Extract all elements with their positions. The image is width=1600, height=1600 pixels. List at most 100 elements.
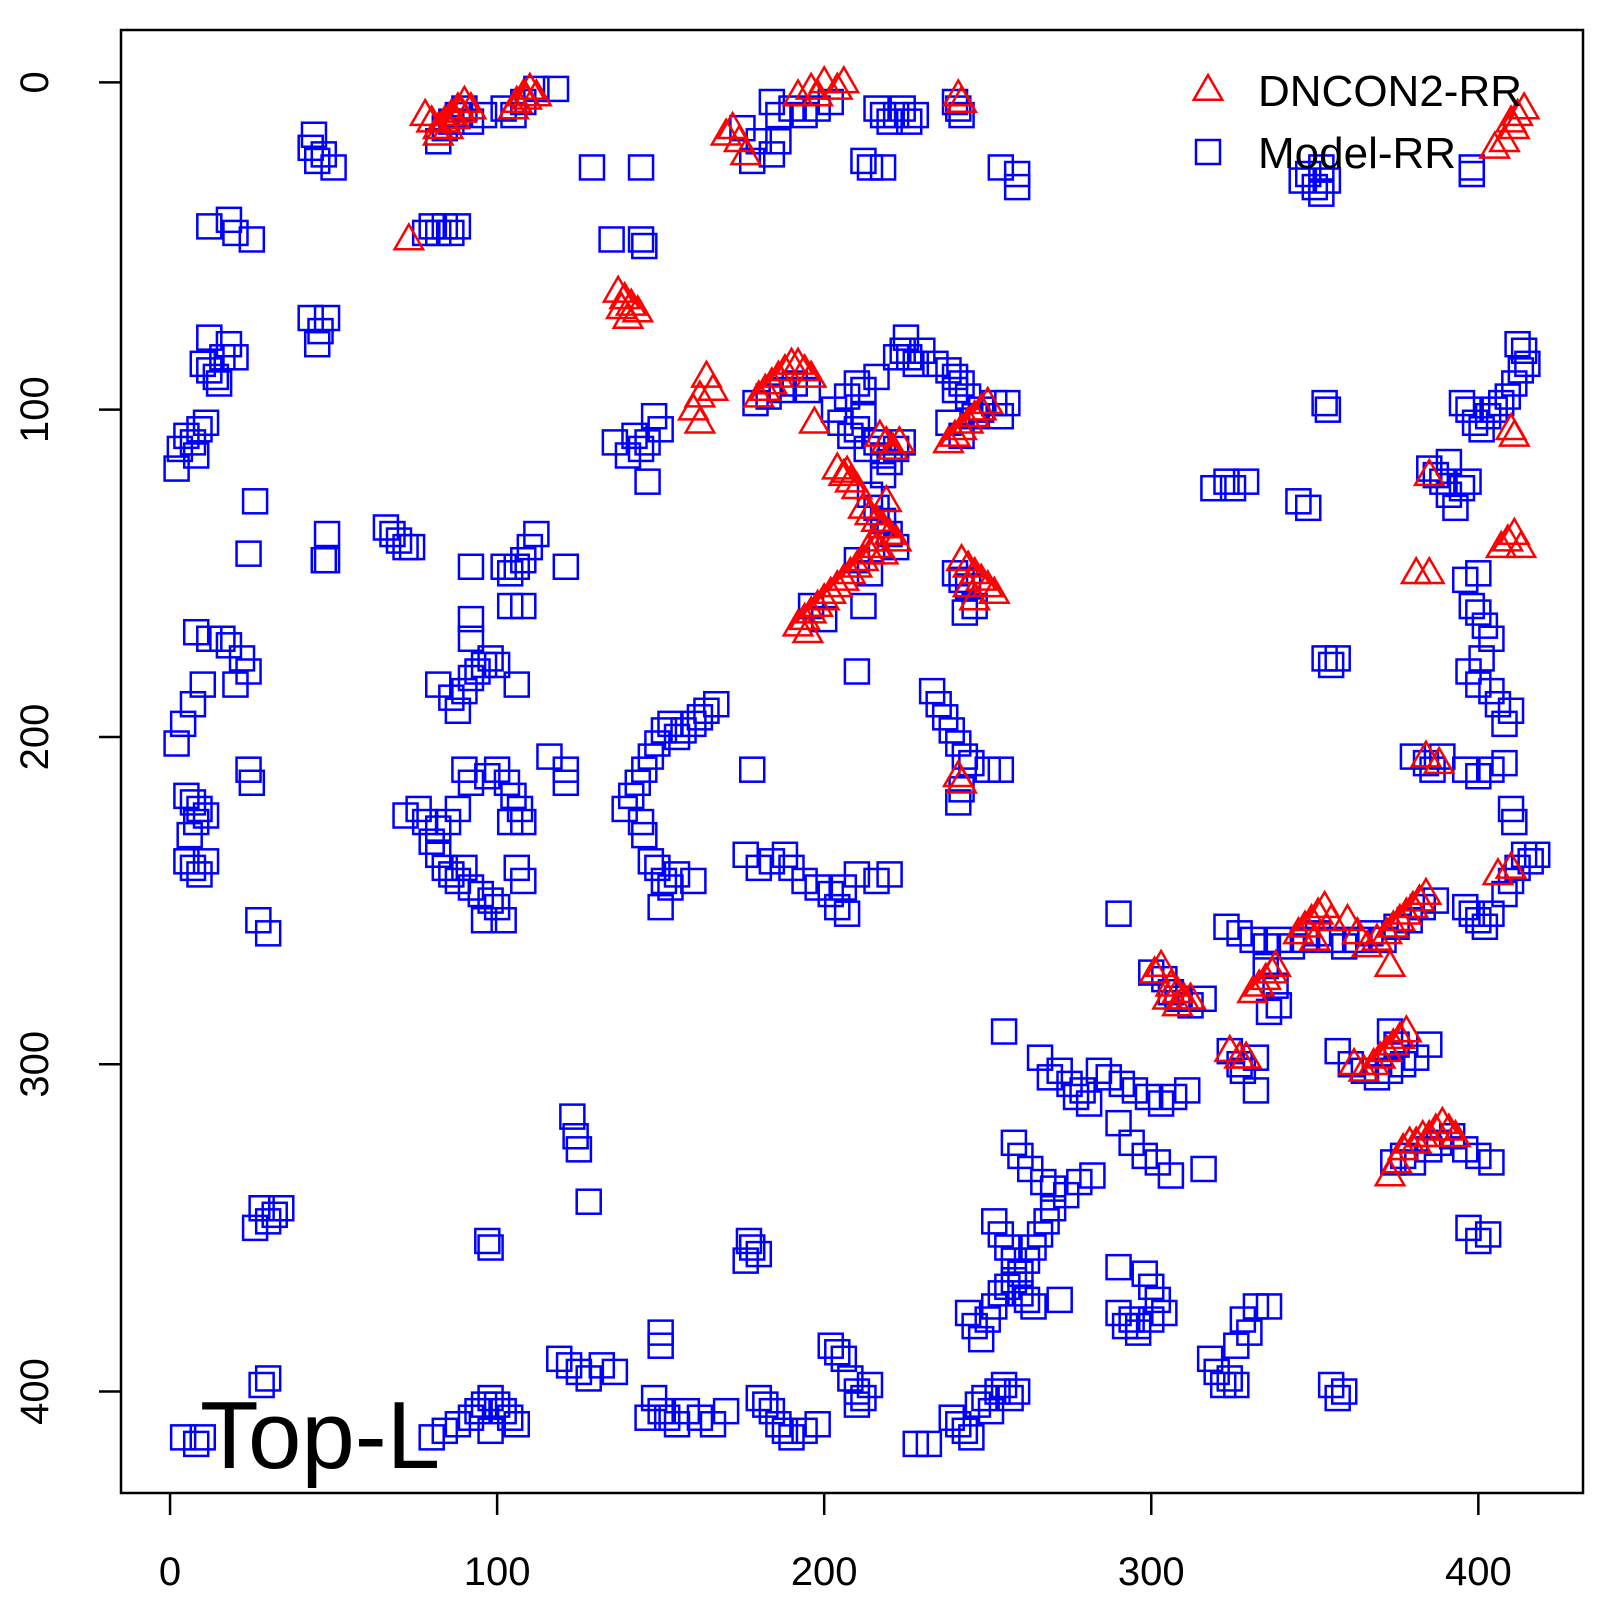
dncon2-rr-point bbox=[1340, 915, 1374, 945]
dncon2-rr-point bbox=[869, 483, 903, 513]
model-rr-point bbox=[1046, 1286, 1073, 1314]
model-rr-point bbox=[663, 861, 691, 888]
model-rr-point bbox=[1003, 1378, 1031, 1405]
dncon2-rr-point bbox=[1409, 876, 1443, 906]
model-rr-point bbox=[833, 900, 861, 927]
legend-marker-dncon2-rr bbox=[1191, 72, 1225, 101]
dncon2-rr-point bbox=[941, 758, 975, 788]
model-rr-point bbox=[627, 226, 655, 253]
model-rr-point bbox=[703, 690, 730, 718]
dncon2-rr-point bbox=[951, 568, 985, 598]
y-tick-label: 300 bbox=[13, 1031, 57, 1098]
model-rr-point bbox=[948, 101, 975, 129]
model-rr-point bbox=[451, 854, 478, 882]
dncon2-rr-point bbox=[951, 549, 985, 578]
model-rr-point bbox=[552, 769, 580, 797]
y-tick-label: 100 bbox=[13, 376, 57, 443]
model-rr-point bbox=[1416, 1031, 1443, 1058]
model-rr-point bbox=[850, 147, 877, 175]
x-tick-label: 0 bbox=[159, 1550, 181, 1594]
dncon2-rr-point bbox=[840, 470, 874, 500]
model-rr-point bbox=[1422, 887, 1450, 914]
legend-marker-model-rr bbox=[1194, 138, 1222, 166]
dncon2-rr-point bbox=[866, 536, 900, 565]
model-rr-point bbox=[444, 213, 472, 240]
model-rr-point bbox=[313, 304, 341, 332]
model-rr-point bbox=[653, 1404, 681, 1431]
model-rr-point bbox=[1314, 396, 1342, 423]
dncon2-rr-point bbox=[1409, 739, 1443, 768]
model-rr-point bbox=[824, 1339, 851, 1366]
x-tick-label: 300 bbox=[1118, 1550, 1185, 1594]
dncon2-rr-point bbox=[873, 516, 907, 546]
y-tick-label: 0 bbox=[13, 71, 57, 93]
model-rr-point bbox=[166, 435, 194, 463]
series-model-rr-marks bbox=[163, 75, 1551, 1458]
model-rr-point bbox=[601, 1358, 629, 1386]
dncon2-rr-point bbox=[497, 91, 530, 120]
dncon2-rr-point bbox=[448, 84, 481, 114]
model-rr-point bbox=[510, 592, 537, 620]
dncon2-rr-point bbox=[971, 568, 1005, 598]
model-rr-point bbox=[1458, 160, 1486, 188]
model-rr-point bbox=[1478, 625, 1505, 653]
x-tick-label: 100 bbox=[464, 1550, 531, 1594]
dncon2-rr-point bbox=[801, 77, 835, 107]
model-rr-point bbox=[1079, 1162, 1106, 1189]
dncon2-rr-point bbox=[945, 84, 978, 114]
model-rr-point bbox=[176, 821, 203, 849]
model-rr-point bbox=[182, 1430, 210, 1458]
model-rr-point bbox=[1507, 357, 1535, 384]
model-rr-point bbox=[627, 154, 655, 181]
model-rr-point bbox=[1105, 1253, 1132, 1281]
model-rr-point bbox=[542, 75, 570, 103]
dncon2-rr-point bbox=[1373, 948, 1407, 978]
dncon2-rr-point bbox=[1439, 1118, 1472, 1148]
model-rr-point bbox=[631, 232, 658, 260]
model-rr-point bbox=[248, 1371, 275, 1399]
model-rr-point bbox=[238, 226, 266, 253]
model-rr-point bbox=[951, 599, 979, 626]
dncon2-rr-point bbox=[794, 71, 828, 100]
model-rr-point bbox=[510, 867, 537, 895]
dncon2-rr-point bbox=[1501, 97, 1534, 127]
model-rr-point bbox=[320, 154, 347, 181]
model-rr-point bbox=[1216, 1365, 1244, 1392]
model-rr-point bbox=[1510, 337, 1538, 364]
model-rr-point bbox=[196, 324, 223, 351]
model-rr-point bbox=[1308, 154, 1335, 181]
dncon2-rr-point bbox=[847, 490, 880, 519]
model-rr-point bbox=[565, 1136, 593, 1163]
dncon2-rr-point bbox=[945, 542, 978, 572]
model-rr-point bbox=[902, 101, 930, 129]
model-rr-point bbox=[765, 128, 792, 155]
dncon2-rr-point bbox=[781, 77, 815, 107]
dncon2-rr-point bbox=[709, 117, 743, 146]
dncon2-rr-point bbox=[788, 352, 821, 382]
model-rr-point bbox=[192, 409, 220, 437]
dncon2-rr-point bbox=[421, 117, 455, 146]
dncon2-rr-point bbox=[438, 100, 472, 130]
model-rr-point bbox=[738, 756, 766, 783]
model-rr-point bbox=[1020, 1293, 1047, 1320]
dncon2-rr-point bbox=[1314, 902, 1348, 932]
model-rr-point bbox=[843, 861, 871, 888]
model-rr-point bbox=[945, 789, 972, 816]
model-rr-point bbox=[951, 1417, 979, 1445]
dncon2-rr-point bbox=[876, 431, 910, 460]
model-rr-point bbox=[843, 370, 871, 397]
model-rr-point bbox=[1491, 749, 1518, 777]
model-rr-point bbox=[192, 802, 220, 829]
model-rr-point bbox=[1236, 1319, 1263, 1346]
model-rr-point bbox=[1013, 1286, 1041, 1314]
model-rr-point bbox=[241, 1214, 269, 1242]
model-rr-point bbox=[222, 219, 249, 247]
model-rr-point bbox=[1324, 1384, 1351, 1412]
model-rr-point bbox=[163, 730, 190, 757]
legend-label: Model-RR bbox=[1258, 129, 1456, 178]
dncon2-rr-point bbox=[392, 221, 426, 251]
model-rr-point bbox=[235, 540, 262, 567]
dncon2-rr-point bbox=[860, 529, 893, 559]
